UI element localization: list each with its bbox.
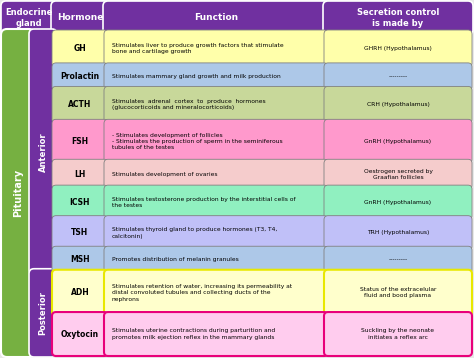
FancyBboxPatch shape [52,119,108,163]
FancyBboxPatch shape [323,1,473,35]
FancyBboxPatch shape [324,246,472,274]
FancyBboxPatch shape [104,312,328,356]
FancyBboxPatch shape [104,159,328,189]
FancyBboxPatch shape [324,216,472,250]
Text: Stimulates development of ovaries: Stimulates development of ovaries [112,172,218,177]
FancyBboxPatch shape [104,185,328,220]
FancyBboxPatch shape [104,270,328,316]
FancyBboxPatch shape [324,86,472,123]
Text: TSH: TSH [72,228,89,237]
Text: ---------: --------- [388,74,408,79]
Text: Stimulates retention of water, increasing its permeability at
distal convoluted : Stimulates retention of water, increasin… [112,284,292,301]
Text: ADH: ADH [71,289,90,297]
Text: Function: Function [194,14,238,23]
Text: MSH: MSH [70,256,90,265]
FancyBboxPatch shape [51,1,109,35]
FancyBboxPatch shape [52,216,108,250]
FancyBboxPatch shape [29,269,57,357]
Text: - Stimulates development of follicles
- Stimulates the production of sperm in th: - Stimulates development of follicles - … [112,132,283,150]
FancyBboxPatch shape [104,119,328,163]
Text: Endocrine
gland: Endocrine gland [5,8,53,28]
FancyBboxPatch shape [104,216,328,250]
FancyBboxPatch shape [324,119,472,163]
FancyBboxPatch shape [1,29,35,357]
FancyBboxPatch shape [104,246,328,274]
Text: ICSH: ICSH [70,198,90,207]
Text: GnRH (Hypothalamus): GnRH (Hypothalamus) [365,200,431,205]
FancyBboxPatch shape [324,30,472,67]
FancyBboxPatch shape [52,246,108,274]
Text: Prolactin: Prolactin [61,72,100,81]
Text: Oestrogen secreted by
Graafian follicles: Oestrogen secreted by Graafian follicles [364,169,432,180]
FancyBboxPatch shape [52,185,108,220]
FancyBboxPatch shape [104,30,328,67]
FancyBboxPatch shape [52,159,108,189]
FancyBboxPatch shape [103,1,329,35]
Text: Anterior: Anterior [38,132,47,172]
FancyBboxPatch shape [52,63,108,91]
Text: Stimulates mammary gland growth and milk production: Stimulates mammary gland growth and milk… [112,74,281,79]
Text: Stimulates testosterone production by the interstitial cells of
the testes: Stimulates testosterone production by th… [112,197,296,208]
Text: Stimulates  adrenal  cortex  to  produce  hormones
(glucocorticoids and mineralo: Stimulates adrenal cortex to produce hor… [112,99,265,111]
Text: CRH (Hypothalamus): CRH (Hypothalamus) [366,102,429,107]
Text: Secretion control
is made by: Secretion control is made by [357,8,439,28]
FancyBboxPatch shape [104,86,328,123]
Text: Oxytocin: Oxytocin [61,329,99,339]
Text: Stimulates liver to produce growth factors that stimulate
bone and cartilage gro: Stimulates liver to produce growth facto… [112,43,283,54]
FancyBboxPatch shape [52,312,108,356]
Text: Stimulates uterine contractions during parturition and
promotes milk ejection re: Stimulates uterine contractions during p… [112,328,275,340]
Text: LH: LH [74,170,86,179]
FancyBboxPatch shape [52,270,108,316]
Text: GHRH (Hypothalamus): GHRH (Hypothalamus) [364,46,432,51]
Text: Posterior: Posterior [38,291,47,335]
Text: FSH: FSH [72,137,89,146]
Text: Pituitary: Pituitary [13,169,23,217]
FancyBboxPatch shape [324,270,472,316]
Text: Status of the extracelular
fluid and bood plasma: Status of the extracelular fluid and boo… [360,287,436,299]
Text: ACTH: ACTH [68,100,91,109]
FancyBboxPatch shape [52,30,108,67]
Text: ---------: --------- [388,257,408,262]
Text: Promotes distribution of melanin granules: Promotes distribution of melanin granule… [112,257,239,262]
FancyBboxPatch shape [29,29,57,275]
FancyBboxPatch shape [52,86,108,123]
FancyBboxPatch shape [324,185,472,220]
Text: GH: GH [73,44,86,53]
FancyBboxPatch shape [104,63,328,91]
FancyBboxPatch shape [324,63,472,91]
Text: TRH (Hypothalamus): TRH (Hypothalamus) [367,231,429,236]
FancyBboxPatch shape [324,312,472,356]
Text: Suckling by the neonate
initiates a reflex arc: Suckling by the neonate initiates a refl… [362,328,435,340]
Text: GnRH (Hypothalamus): GnRH (Hypothalamus) [365,139,431,144]
FancyBboxPatch shape [324,159,472,189]
Text: Stimulates thyroid gland to produce hormones (T3, T4,
calcitonin): Stimulates thyroid gland to produce horm… [112,227,277,238]
FancyBboxPatch shape [1,1,57,35]
Text: Hormone: Hormone [57,14,103,23]
